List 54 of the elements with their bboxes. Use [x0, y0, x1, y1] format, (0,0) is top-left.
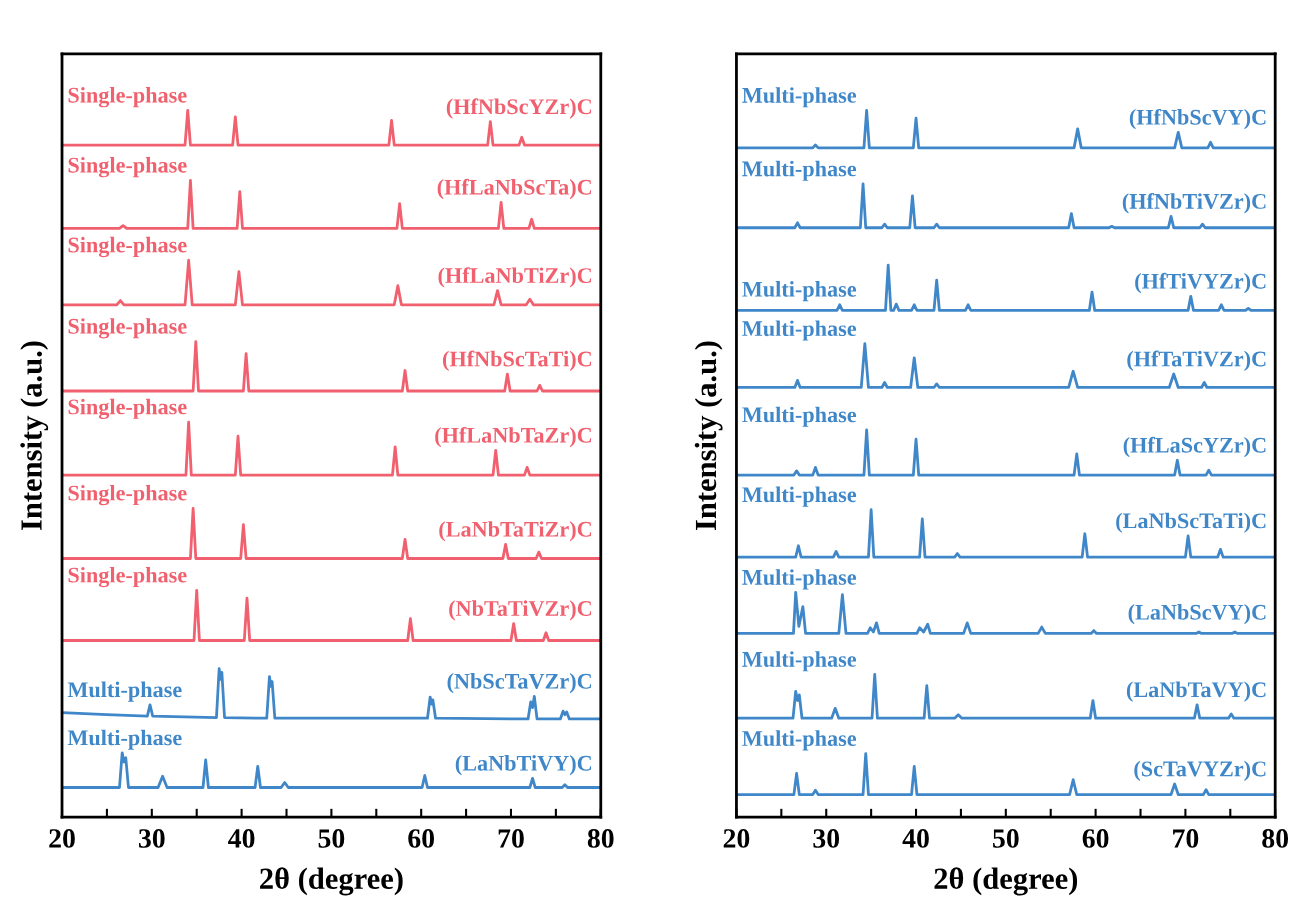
annotation: Multi-phase	[742, 406, 857, 427]
annotation: Multi-phase	[742, 730, 857, 751]
x-tick-label: 60	[1082, 829, 1109, 848]
x-tick-label: 40	[228, 829, 255, 848]
x-tick-label: 50	[993, 829, 1019, 848]
x-axis-title: 2θ (degree)	[934, 867, 1078, 896]
y-axis-title: Intensity (a.u.)	[694, 341, 723, 530]
annotation: Single-phase	[68, 566, 187, 588]
series-label: (NbTaTiVZr)C	[449, 600, 591, 621]
text: Single-phase	[68, 87, 187, 108]
x-tick-label: 40	[902, 829, 929, 848]
annotation: Multi-phase	[67, 681, 182, 702]
series-label: (LaNbTiVY)C	[455, 755, 591, 776]
x-tick-label: 70	[1173, 829, 1199, 848]
series-label: (HfNbScTaTi)C	[443, 350, 592, 371]
text: Multi-phase	[742, 87, 857, 108]
x-tick-label: 80	[1262, 829, 1289, 848]
x-tick-label: 70	[498, 829, 524, 848]
series-label: (HfLaScYZr)C	[1123, 436, 1266, 458]
series-label: (LaNbTaVY)C	[1126, 681, 1266, 702]
series-label: (HfTaTiVZr)C	[1127, 350, 1266, 371]
x-tick-label: 60	[408, 829, 435, 848]
series-label: (NbScTaVZr)C	[447, 673, 591, 694]
annotation: Single-phase	[68, 398, 187, 420]
x-tick-label: 20	[723, 829, 750, 848]
annotation: Single-phase	[68, 318, 187, 339]
x-tick-label: 30	[813, 829, 840, 848]
series-label: (HfLaNbTiZr)C	[438, 267, 591, 288]
annotation: Single-phase	[68, 236, 187, 258]
series-label: (LaNbScVY)C	[1128, 604, 1266, 625]
annotation: Multi-phase	[742, 486, 857, 507]
x-tick-label: 80	[587, 829, 614, 848]
annotation: Single-phase	[68, 157, 187, 178]
annotation: Multi-phase	[742, 651, 857, 672]
series-label: (ScTaVYZr)C	[1134, 760, 1266, 781]
series-label: (HfTiVYZr)C	[1135, 272, 1266, 294]
x-tick-label: 50	[318, 829, 345, 848]
annotation: Multi-phase	[742, 320, 857, 341]
annotation: Single-phase	[68, 484, 187, 506]
series-label: (HfLaNbTaZr)C	[435, 426, 591, 448]
annotation: Multi-phase	[742, 281, 857, 302]
series-label: (HfNbTiVZr)C	[1122, 193, 1266, 214]
series-label: (HfNbScYZr)C	[446, 98, 592, 119]
annotation: Multi-phase	[742, 160, 857, 181]
annotation: Multi-phase	[67, 729, 182, 750]
y-axis-title: Intensity (a.u.)	[20, 341, 49, 530]
x-axis-title: 2θ (degree)	[260, 867, 403, 896]
series-label: (HfLaNbScTa)C	[437, 178, 592, 200]
series-label: (LaNbScTaTi)C	[1116, 512, 1266, 533]
annotation: Multi-phase	[742, 569, 857, 590]
x-tick-label: 30	[138, 829, 165, 848]
x-tick-label: 20	[49, 829, 75, 848]
series-label: (LaNbTaTiZr)C	[439, 521, 591, 542]
series-label: (HfNbScVY)C	[1129, 108, 1266, 130]
